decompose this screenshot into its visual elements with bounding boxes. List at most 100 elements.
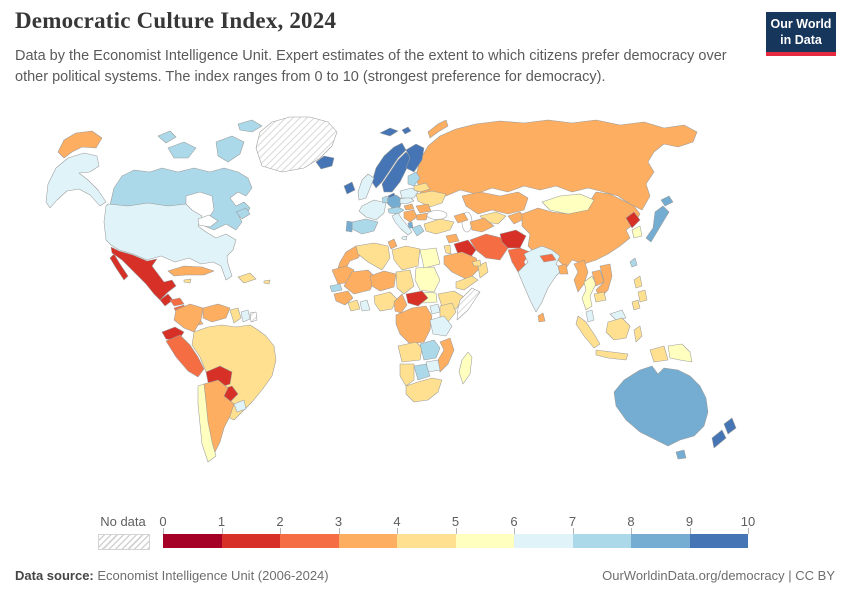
- country-drc[interactable]: [395, 305, 433, 345]
- country-japan-hokkaido[interactable]: [660, 195, 674, 207]
- country-benelux[interactable]: [381, 195, 389, 204]
- country-usa-alaska[interactable]: [45, 152, 107, 209]
- country-honduras[interactable]: [169, 297, 185, 307]
- country-egypt[interactable]: [419, 247, 441, 269]
- country-philippines-mindanao[interactable]: [631, 299, 641, 311]
- country-indonesia-papua[interactable]: [649, 345, 669, 363]
- country-baltic-states[interactable]: [407, 171, 421, 187]
- country-syria[interactable]: [445, 233, 460, 244]
- legend-bin-2-3[interactable]: [280, 534, 339, 548]
- country-turkey[interactable]: [423, 218, 455, 235]
- country-sri-lanka[interactable]: [537, 312, 546, 323]
- country-australia[interactable]: [613, 365, 709, 447]
- country-uae[interactable]: [471, 259, 482, 267]
- country-portugal[interactable]: [345, 220, 353, 233]
- country-belarus[interactable]: [413, 182, 431, 193]
- country-saudi-arabia[interactable]: [443, 251, 481, 281]
- country-cambodia[interactable]: [593, 291, 607, 303]
- country-papua-new-guinea[interactable]: [667, 343, 693, 363]
- legend-bin-0-1[interactable]: [163, 534, 222, 548]
- country-italy-sicily[interactable]: [401, 235, 408, 241]
- country-namibia[interactable]: [399, 363, 415, 387]
- country-ireland[interactable]: [343, 181, 356, 195]
- country-bulgaria[interactable]: [415, 212, 429, 221]
- country-algeria[interactable]: [355, 242, 391, 271]
- country-jordan[interactable]: [443, 244, 452, 255]
- country-hungary[interactable]: [403, 203, 415, 211]
- country-ukraine[interactable]: [415, 190, 447, 208]
- country-venezuela[interactable]: [202, 303, 231, 323]
- country-canada-newfoundland[interactable]: [235, 207, 251, 220]
- country-iran[interactable]: [469, 233, 509, 261]
- country-chad[interactable]: [395, 269, 415, 295]
- country-colombia[interactable]: [173, 303, 204, 333]
- country-united-kingdom[interactable]: [357, 173, 375, 201]
- country-chile[interactable]: [197, 383, 217, 463]
- country-central-african-republic[interactable]: [405, 290, 429, 307]
- country-peru[interactable]: [165, 334, 205, 378]
- country-myanmar[interactable]: [573, 259, 589, 293]
- owid-logo[interactable]: Our World in Data: [766, 12, 836, 57]
- country-canada-victoria-island[interactable]: [167, 141, 197, 159]
- country-bangladesh[interactable]: [557, 263, 569, 275]
- country-germany[interactable]: [386, 194, 403, 209]
- country-north-korea[interactable]: [625, 211, 641, 229]
- country-angola[interactable]: [397, 341, 423, 363]
- country-australia-tasmania[interactable]: [675, 449, 687, 460]
- country-mexico-baja[interactable]: [109, 253, 129, 281]
- legend-bin-4-5[interactable]: [397, 534, 456, 548]
- country-canada-baffin[interactable]: [215, 135, 245, 163]
- country-new-zealand-north[interactable]: [723, 417, 737, 435]
- country-french-guiana[interactable]: [249, 311, 258, 323]
- legend-bin-9-10[interactable]: [689, 534, 748, 548]
- country-new-zealand-south[interactable]: [711, 429, 727, 449]
- country-south-africa[interactable]: [405, 377, 443, 403]
- country-cuba[interactable]: [167, 265, 215, 277]
- country-indonesia-kalimantan[interactable]: [605, 317, 631, 341]
- country-sudan[interactable]: [414, 266, 441, 293]
- country-usa[interactable]: [103, 202, 237, 281]
- country-tunisia[interactable]: [387, 238, 398, 250]
- country-caucasus[interactable]: [453, 212, 469, 224]
- legend-bin-8-9[interactable]: [631, 534, 690, 548]
- country-malaysia-peninsula[interactable]: [585, 309, 595, 323]
- country-japan[interactable]: [645, 205, 670, 243]
- country-zambia[interactable]: [419, 339, 441, 361]
- country-guyana[interactable]: [229, 307, 242, 324]
- country-spain[interactable]: [351, 218, 379, 235]
- legend-colorbar[interactable]: 0 1 2 3 4 5 6 7 8 9 10: [159, 514, 755, 548]
- country-iceland[interactable]: [315, 155, 335, 170]
- country-guinea[interactable]: [333, 290, 354, 306]
- country-france[interactable]: [358, 199, 387, 221]
- country-senegal[interactable]: [329, 283, 343, 293]
- country-niger[interactable]: [369, 270, 397, 292]
- country-svalbard-east[interactable]: [401, 126, 412, 135]
- country-canada-ellesmere[interactable]: [237, 119, 263, 133]
- country-uganda[interactable]: [429, 303, 441, 315]
- country-nigeria[interactable]: [373, 291, 398, 312]
- country-taiwan[interactable]: [629, 257, 638, 268]
- country-yemen[interactable]: [455, 275, 479, 291]
- country-uruguay[interactable]: [233, 399, 247, 413]
- country-malaysia-borneo[interactable]: [609, 309, 627, 321]
- country-mongolia[interactable]: [541, 193, 595, 215]
- country-suriname[interactable]: [240, 309, 251, 323]
- country-russia[interactable]: [415, 119, 698, 211]
- country-svalbard[interactable]: [379, 127, 399, 137]
- country-libya[interactable]: [391, 245, 421, 271]
- country-madagascar[interactable]: [458, 351, 473, 385]
- country-albania[interactable]: [407, 221, 414, 229]
- country-philippines-luzon[interactable]: [633, 275, 643, 289]
- country-indonesia-sumatra[interactable]: [575, 315, 601, 349]
- country-jamaica[interactable]: [183, 278, 192, 284]
- country-botswana[interactable]: [413, 363, 431, 381]
- country-mozambique[interactable]: [437, 337, 455, 373]
- country-nepal[interactable]: [539, 253, 557, 263]
- legend-bin-1-2[interactable]: [221, 534, 280, 548]
- country-somalia[interactable]: [456, 287, 481, 321]
- country-kazakhstan[interactable]: [461, 191, 529, 215]
- legend-bin-7-8[interactable]: [572, 534, 631, 548]
- country-greece[interactable]: [411, 224, 425, 237]
- country-finland[interactable]: [405, 143, 425, 173]
- country-mexico[interactable]: [110, 246, 177, 301]
